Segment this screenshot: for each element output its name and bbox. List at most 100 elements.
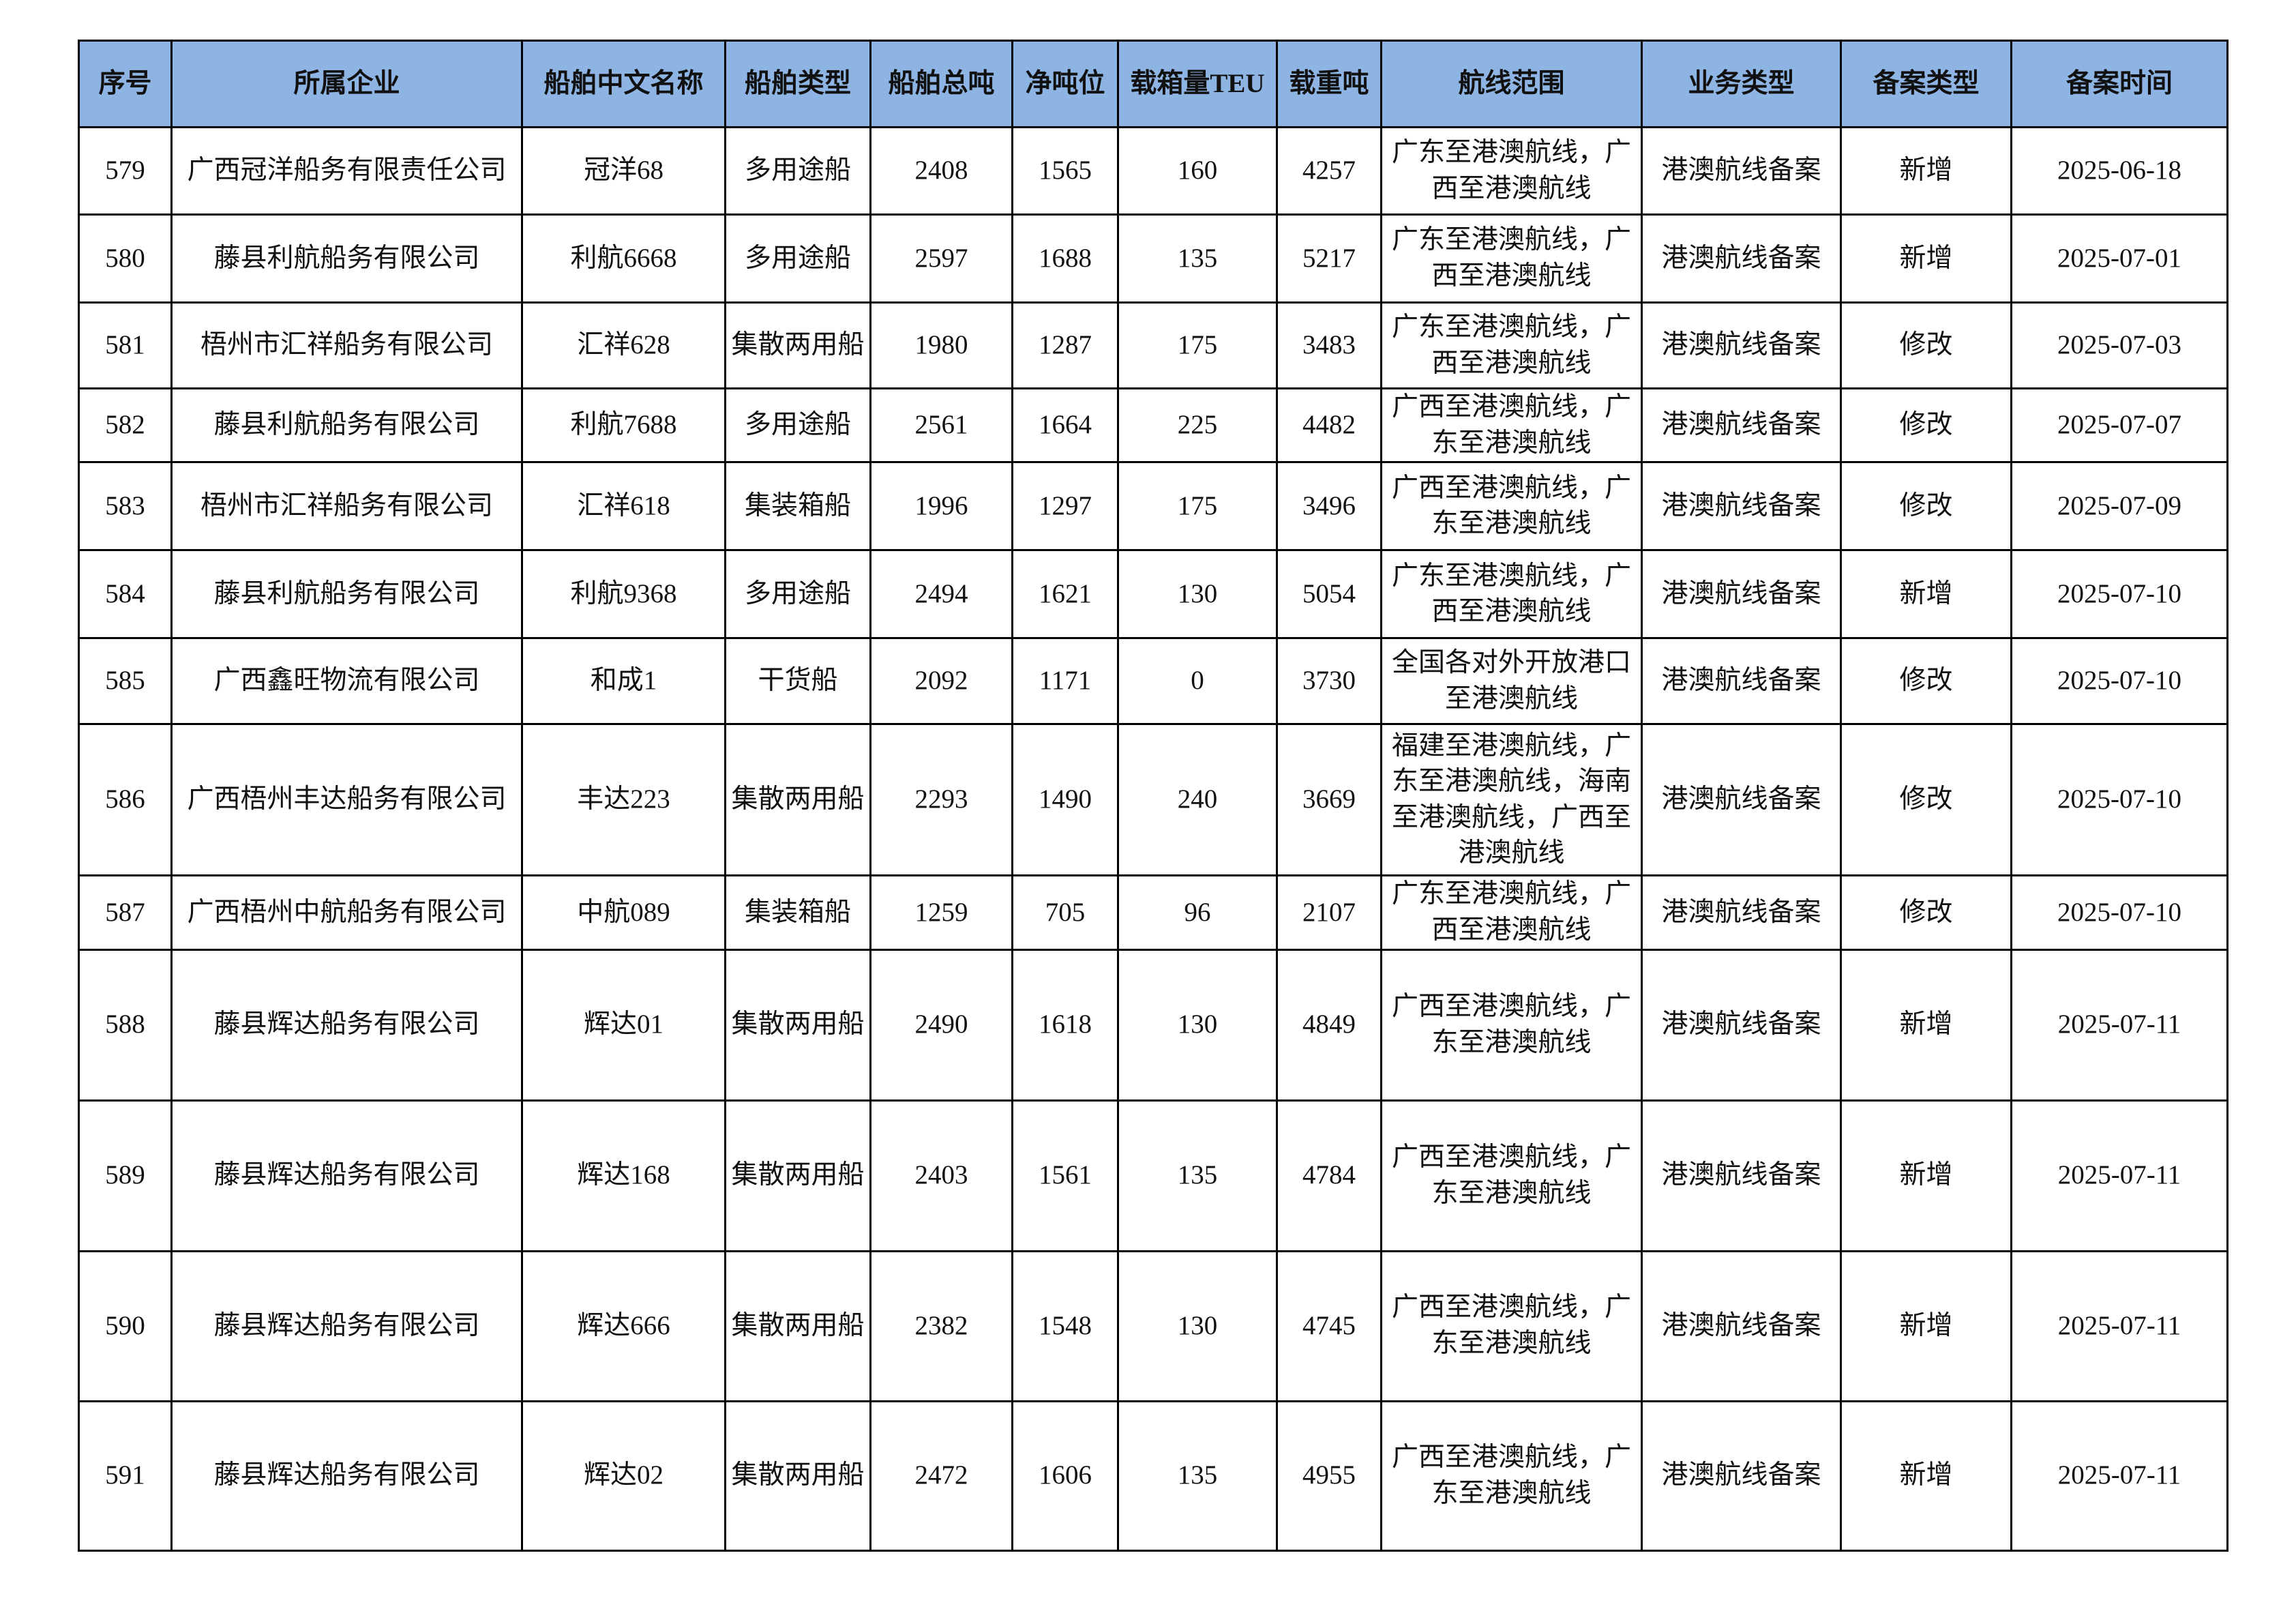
cell-deadweight: 3730 (1276, 637, 1382, 726)
column-header-company: 所属企业 (170, 40, 523, 128)
cell-net-tonnage: 1618 (1011, 948, 1119, 1102)
cell-business-type: 港澳航线备案 (1641, 948, 1842, 1102)
table-row: 584 藤县利航船务有限公司 利航9368 多用途船 2494 1621 130 5054 广东… (78, 549, 2228, 640)
cell-ship-type: 集装箱船 (724, 461, 871, 552)
cell-business-type: 港澳航线备案 (1641, 213, 1842, 304)
cell-teu: 130 (1117, 948, 1278, 1102)
cell-ship-name: 和成1 (521, 637, 726, 726)
cell-teu: 135 (1117, 213, 1278, 304)
cell-filing-date: 2025-07-03 (2010, 301, 2228, 389)
cell-filing-type: 修改 (1840, 301, 2012, 389)
cell-teu: 130 (1117, 1250, 1278, 1402)
cell-business-type: 港澳航线备案 (1641, 301, 1842, 389)
column-header-route: 航线范围 (1380, 40, 1643, 128)
cell-filing-type: 新增 (1840, 549, 2012, 640)
cell-filing-date: 2025-07-07 (2010, 387, 2228, 464)
column-header-ship-type: 船舶类型 (724, 40, 871, 128)
cell-business-type: 港澳航线备案 (1641, 723, 1842, 877)
table-row: 591 藤县辉达船务有限公司 辉达02 集散两用船 2472 1606 135 4955 广西至… (78, 1400, 2228, 1552)
cell-teu: 175 (1117, 301, 1278, 389)
cell-route: 全国各对外开放港口至港澳航线 (1380, 637, 1643, 726)
cell-filing-type: 修改 (1840, 723, 2012, 877)
cell-gross-tonnage: 2597 (869, 213, 1013, 304)
table-row: 585 广西鑫旺物流有限公司 和成1 干货船 2092 1171 0 3730 全国各对外开放港… (78, 637, 2228, 726)
cell-filing-type: 修改 (1840, 874, 2012, 951)
column-header-seq: 序号 (78, 40, 173, 128)
table-row: 579 广西冠洋船务有限责任公司 冠洋68 多用途船 2408 1565 160 4257 广东… (78, 126, 2228, 216)
cell-deadweight: 4784 (1276, 1099, 1382, 1252)
cell-business-type: 港澳航线备案 (1641, 549, 1842, 640)
cell-route: 福建至港澳航线，广东至港澳航线，海南至港澳航线，广西至港澳航线 (1380, 723, 1643, 877)
column-header-filing-date: 备案时间 (2010, 40, 2228, 128)
table-row: 586 广西梧州丰达船务有限公司 丰达223 集散两用船 2293 1490 240 3669… (78, 723, 2228, 877)
cell-deadweight: 4955 (1276, 1400, 1382, 1552)
cell-company: 藤县利航船务有限公司 (170, 387, 523, 464)
cell-gross-tonnage: 1996 (869, 461, 1013, 552)
cell-route: 广西至港澳航线，广东至港澳航线 (1380, 1250, 1643, 1402)
cell-seq: 586 (78, 723, 173, 877)
cell-teu: 135 (1117, 1099, 1278, 1252)
cell-filing-date: 2025-07-11 (2010, 1099, 2228, 1252)
cell-filing-type: 新增 (1840, 1099, 2012, 1252)
table-row: 588 藤县辉达船务有限公司 辉达01 集散两用船 2490 1618 130 4849 广西至… (78, 948, 2228, 1102)
cell-filing-type: 修改 (1840, 637, 2012, 726)
cell-filing-type: 新增 (1840, 948, 2012, 1102)
cell-net-tonnage: 1664 (1011, 387, 1119, 464)
column-header-net-tonnage: 净吨位 (1011, 40, 1119, 128)
cell-ship-name: 辉达168 (521, 1099, 726, 1252)
ship-filing-table: 序号 所属企业 船舶中文名称 船舶类型 船舶总吨 净吨位 载箱量TEU 载重吨 航线范围 业务类型… (78, 40, 2228, 1552)
cell-ship-type: 集散两用船 (724, 301, 871, 389)
cell-ship-type: 集散两用船 (724, 1250, 871, 1402)
cell-filing-date: 2025-07-11 (2010, 1400, 2228, 1552)
cell-route: 广西至港澳航线，广东至港澳航线 (1380, 948, 1643, 1102)
cell-company: 藤县辉达船务有限公司 (170, 1099, 523, 1252)
cell-filing-type: 新增 (1840, 213, 2012, 304)
table-row: 582 藤县利航船务有限公司 利航7688 多用途船 2561 1664 225 4482 广西… (78, 387, 2228, 464)
cell-seq: 583 (78, 461, 173, 552)
cell-teu: 0 (1117, 637, 1278, 726)
cell-gross-tonnage: 2561 (869, 387, 1013, 464)
cell-ship-name: 利航7688 (521, 387, 726, 464)
cell-ship-type: 多用途船 (724, 549, 871, 640)
cell-deadweight: 4482 (1276, 387, 1382, 464)
cell-ship-type: 集装箱船 (724, 874, 871, 951)
cell-filing-type: 新增 (1840, 1250, 2012, 1402)
cell-net-tonnage: 705 (1011, 874, 1119, 951)
cell-gross-tonnage: 1259 (869, 874, 1013, 951)
cell-seq: 582 (78, 387, 173, 464)
cell-company: 藤县辉达船务有限公司 (170, 1400, 523, 1552)
cell-seq: 581 (78, 301, 173, 389)
cell-seq: 584 (78, 549, 173, 640)
cell-route: 广东至港澳航线，广西至港澳航线 (1380, 301, 1643, 389)
cell-net-tonnage: 1548 (1011, 1250, 1119, 1402)
cell-route: 广东至港澳航线，广西至港澳航线 (1380, 874, 1643, 951)
cell-filing-date: 2025-07-01 (2010, 213, 2228, 304)
cell-deadweight: 3669 (1276, 723, 1382, 877)
cell-ship-name: 利航9368 (521, 549, 726, 640)
cell-net-tonnage: 1287 (1011, 301, 1119, 389)
cell-teu: 225 (1117, 387, 1278, 464)
cell-teu: 135 (1117, 1400, 1278, 1552)
cell-gross-tonnage: 2403 (869, 1099, 1013, 1252)
cell-seq: 587 (78, 874, 173, 951)
cell-net-tonnage: 1565 (1011, 126, 1119, 216)
table-header-row: 序号 所属企业 船舶中文名称 船舶类型 船舶总吨 净吨位 载箱量TEU 载重吨 航线范围 业务类型… (78, 40, 2228, 128)
cell-route: 广东至港澳航线，广西至港澳航线 (1380, 549, 1643, 640)
cell-ship-name: 汇祥618 (521, 461, 726, 552)
column-header-teu: 载箱量TEU (1117, 40, 1278, 128)
cell-gross-tonnage: 2494 (869, 549, 1013, 640)
cell-route: 广西至港澳航线，广东至港澳航线 (1380, 387, 1643, 464)
cell-business-type: 港澳航线备案 (1641, 1400, 1842, 1552)
cell-ship-type: 集散两用船 (724, 1400, 871, 1552)
cell-ship-type: 多用途船 (724, 126, 871, 216)
table-row: 583 梧州市汇祥船务有限公司 汇祥618 集装箱船 1996 1297 175 3496 广西… (78, 461, 2228, 552)
cell-ship-type: 集散两用船 (724, 1099, 871, 1252)
cell-route: 广东至港澳航线，广西至港澳航线 (1380, 213, 1643, 304)
cell-seq: 591 (78, 1400, 173, 1552)
cell-seq: 590 (78, 1250, 173, 1402)
cell-filing-date: 2025-07-10 (2010, 874, 2228, 951)
cell-company: 藤县辉达船务有限公司 (170, 948, 523, 1102)
cell-deadweight: 4257 (1276, 126, 1382, 216)
cell-ship-name: 辉达666 (521, 1250, 726, 1402)
cell-ship-type: 多用途船 (724, 387, 871, 464)
